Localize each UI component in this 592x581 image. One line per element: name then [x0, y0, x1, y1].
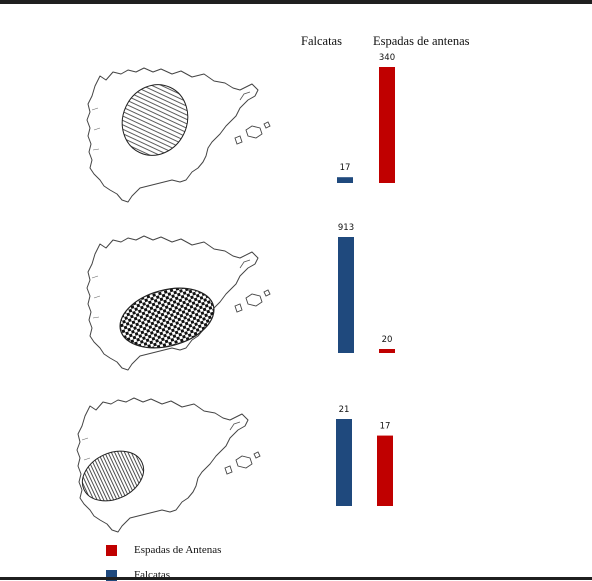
bar-value-label-falcatas-2: 913	[338, 223, 354, 233]
bar-chart-2: 913 20	[338, 223, 395, 353]
bar-value-label-falcatas-3: 21	[339, 405, 350, 415]
striped-region-ellipse	[121, 84, 189, 156]
bar-falcatas-3	[336, 419, 352, 506]
bar-chart-1: 17 340	[337, 53, 395, 183]
bar-falcatas-2	[338, 237, 354, 353]
bar-espadas-2	[379, 349, 395, 353]
bar-value-label-falcatas-1: 17	[340, 163, 351, 173]
espadas-column-header: Espadas de antenas	[373, 34, 470, 48]
vertical-striped-region-ellipse	[81, 450, 145, 502]
falcatas-column-header: Falcatas	[301, 34, 342, 48]
legend-item-espadas: Espadas de Antenas	[106, 544, 221, 556]
bottom-border	[0, 577, 592, 580]
bar-value-label-espadas-3: 17	[380, 422, 391, 432]
map-panel-3	[76, 397, 261, 533]
map-panel-1	[86, 67, 271, 203]
legend-swatch-espadas	[106, 544, 117, 556]
legend-swatch-falcatas	[106, 569, 117, 581]
bar-value-label-espadas-1: 340	[379, 53, 395, 63]
bar-chart-3: 21 17	[336, 405, 393, 506]
checkered-region-ellipse	[119, 287, 215, 349]
bar-espadas-1	[379, 67, 395, 183]
top-border	[0, 0, 592, 4]
legend-label-espadas: Espadas de Antenas	[134, 544, 222, 556]
bar-falcatas-1	[337, 177, 353, 183]
map-panel-2	[86, 235, 271, 371]
bar-espadas-3	[377, 435, 393, 506]
bar-value-label-espadas-2: 20	[382, 335, 393, 345]
